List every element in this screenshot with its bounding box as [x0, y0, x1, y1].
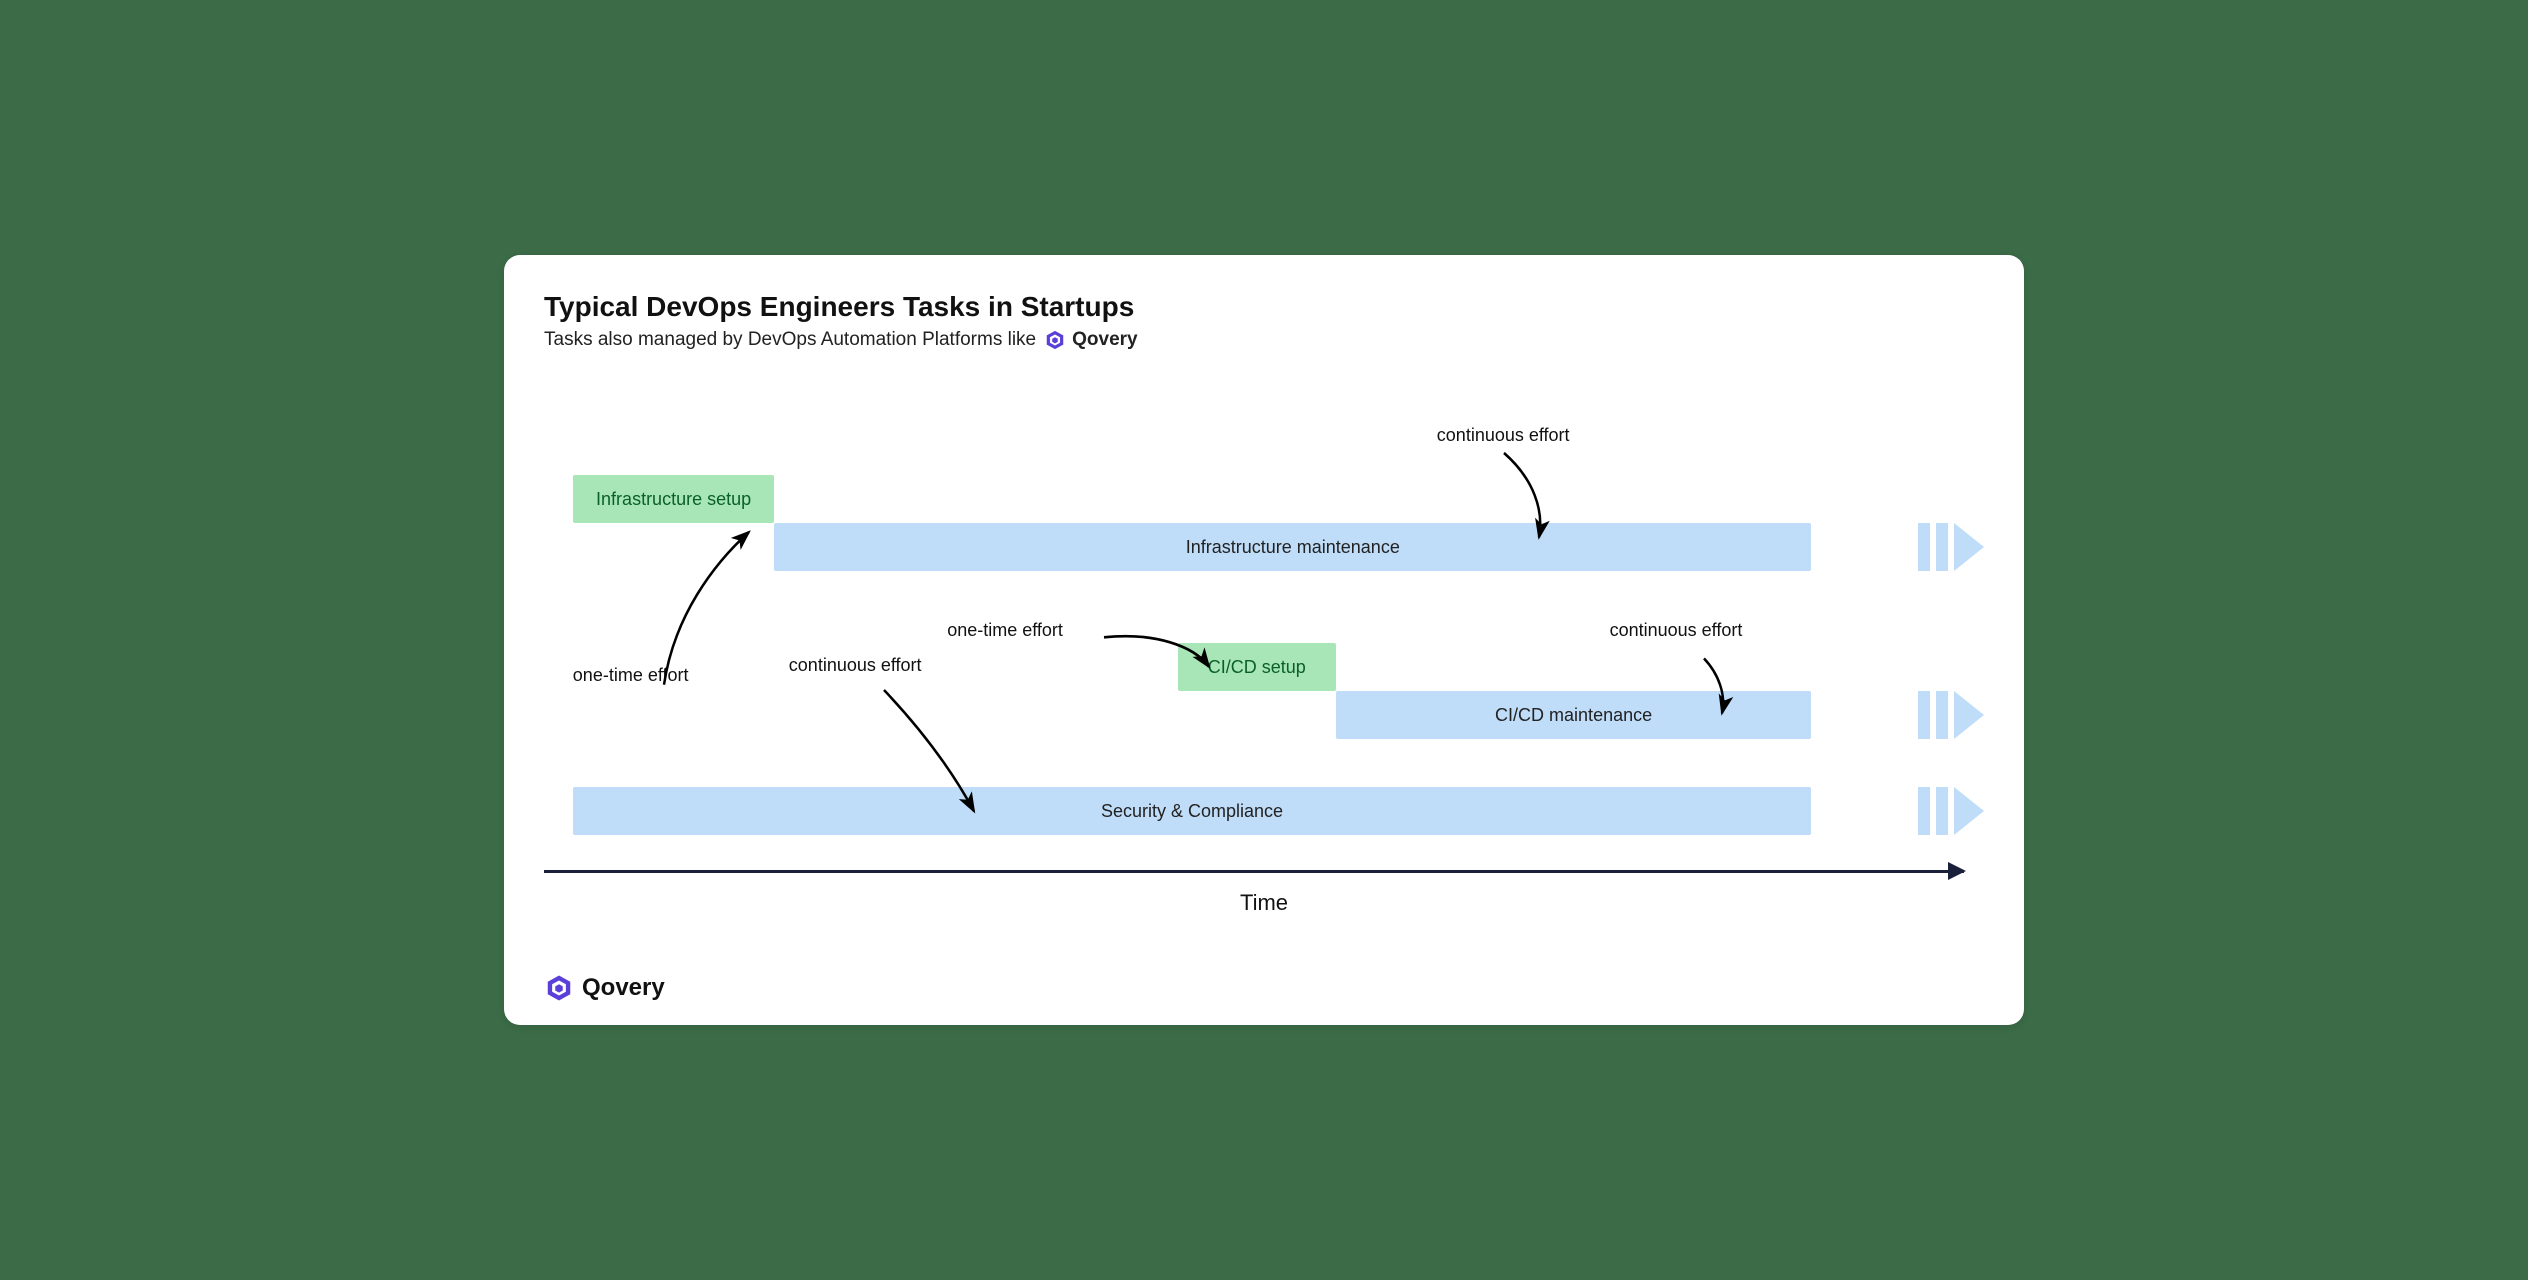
bar-security-compliance: Security & Compliance — [573, 787, 1811, 835]
time-axis-label: Time — [1240, 890, 1288, 916]
bar-label: CI/CD setup — [1208, 657, 1306, 678]
annotation-continuous-3: continuous effort — [1610, 620, 1743, 641]
bar-infra-maintenance: Infrastructure maintenance — [774, 523, 1811, 571]
footer-brand: Qovery — [544, 973, 665, 1003]
bar-cicd-setup: CI/CD setup — [1178, 643, 1336, 691]
annotation-one-time-1: one-time effort — [573, 665, 689, 686]
subtitle-text: Tasks also managed by DevOps Automation … — [544, 329, 1036, 351]
time-axis — [544, 870, 1964, 873]
continuation-icon — [1918, 787, 1984, 835]
bar-infra-setup: Infrastructure setup — [573, 475, 775, 523]
qovery-icon — [1044, 329, 1066, 351]
annotation-continuous-1: continuous effort — [789, 655, 922, 676]
brand-name: Qovery — [1072, 329, 1137, 351]
brand-inline: Qovery — [1044, 329, 1137, 351]
continuation-icon — [1918, 691, 1984, 739]
bar-label: CI/CD maintenance — [1495, 705, 1652, 726]
bar-label: Security & Compliance — [1101, 801, 1283, 822]
bar-cicd-maintenance: CI/CD maintenance — [1336, 691, 1811, 739]
annotation-one-time-2: one-time effort — [947, 620, 1063, 641]
bar-label: Infrastructure setup — [596, 489, 751, 510]
annotation-continuous-2: continuous effort — [1437, 425, 1570, 446]
footer-brand-name: Qovery — [582, 974, 665, 1002]
diagram-card: Typical DevOps Engineers Tasks in Startu… — [504, 255, 2024, 1025]
qovery-icon — [544, 973, 574, 1003]
diagram-subtitle: Tasks also managed by DevOps Automation … — [544, 329, 1984, 351]
diagram-area: Infrastructure setup Infrastructure main… — [544, 395, 1984, 985]
bar-label: Infrastructure maintenance — [1186, 537, 1400, 558]
continuation-icon — [1918, 523, 1984, 571]
diagram-title: Typical DevOps Engineers Tasks in Startu… — [544, 291, 1984, 323]
